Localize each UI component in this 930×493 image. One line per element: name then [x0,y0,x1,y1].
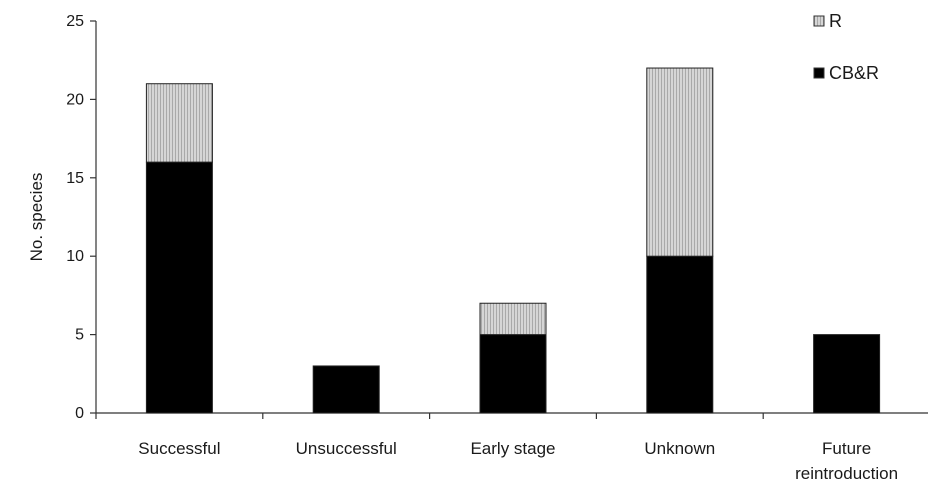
legend: R CB&R [813,11,879,83]
bar-segment-r-2 [479,302,547,336]
x-tick-label: Unknown [644,439,715,458]
x-tick-label: Unsuccessful [296,439,397,458]
legend-swatch [813,67,825,79]
bar-segment-cbr-3 [646,255,714,414]
bar-segment-cbr-1 [312,365,380,414]
y-tick-label: 5 [75,327,84,344]
bar-segment-cbr-4 [813,334,881,414]
x-tick-label: Early stage [470,439,555,458]
y-axis-title: No. species [27,173,46,262]
x-tick-label: Future [822,439,871,458]
legend-label: R [829,11,842,31]
y-tick-label: 20 [66,91,84,108]
legend-label: CB&R [829,63,879,83]
x-tick-label: Successful [138,439,220,458]
y-tick-label: 10 [66,248,84,265]
y-tick-label: 0 [75,405,84,422]
bar-segment-cbr-2 [479,334,547,414]
legend-swatch [813,15,825,27]
y-tick-label: 25 [66,13,84,30]
bar-segment-r-3 [646,67,714,257]
bar-segment-cbr-0 [145,161,213,414]
x-tick-label: reintroduction [795,464,898,483]
labels-layer: 0 5 10 15 20 25 No. species Successful Unsuccess… [27,13,898,483]
bars-layer [145,67,881,414]
bar-segment-r-0 [145,83,213,163]
y-tick-label: 15 [66,170,84,187]
